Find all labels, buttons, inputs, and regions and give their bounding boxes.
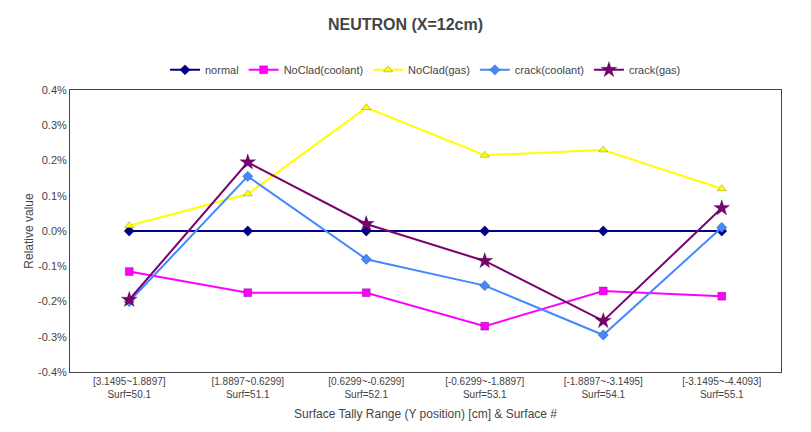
svg-text:[-1.8897~-3.1495]Surf=54.1: [-1.8897~-3.1495]Surf=54.1	[564, 376, 643, 400]
svg-text:-0.3%: -0.3%	[38, 331, 67, 343]
svg-text:Surface Tally Range (Y positio: Surface Tally Range (Y position) [cm] & …	[294, 407, 557, 421]
svg-text:[3.1495~1.8897]Surf=50.1: [3.1495~1.8897]Surf=50.1	[93, 376, 166, 400]
svg-text:Relative value: Relative value	[22, 193, 36, 269]
svg-text:[-3.1495~-4.4093]Surf=55.1: [-3.1495~-4.4093]Surf=55.1	[682, 376, 761, 400]
svg-text:[0.6299~-0.6299]Surf=52.1: [0.6299~-0.6299]Surf=52.1	[328, 376, 404, 400]
svg-text:0.2%: 0.2%	[42, 154, 67, 166]
svg-text:NoClad(coolant): NoClad(coolant)	[284, 64, 363, 76]
svg-text:0.1%: 0.1%	[42, 190, 67, 202]
svg-text:crack(coolant): crack(coolant)	[515, 64, 584, 76]
svg-text:crack(gas): crack(gas)	[629, 64, 680, 76]
svg-text:0.0%: 0.0%	[42, 225, 67, 237]
svg-text:-0.4%: -0.4%	[38, 366, 67, 378]
svg-text:-0.2%: -0.2%	[38, 295, 67, 307]
svg-text:0.4%: 0.4%	[42, 84, 67, 96]
svg-text:-0.1%: -0.1%	[38, 260, 67, 272]
svg-text:[-0.6299~-1.8897]Surf=53.1: [-0.6299~-1.8897]Surf=53.1	[445, 376, 524, 400]
svg-text:0.3%: 0.3%	[42, 119, 67, 131]
svg-text:NEUTRON (X=12cm): NEUTRON (X=12cm)	[328, 16, 483, 33]
svg-text:[1.8897~0.6299]Surf=51.1: [1.8897~0.6299]Surf=51.1	[211, 376, 284, 400]
svg-text:normal: normal	[205, 64, 239, 76]
svg-text:NoClad(gas): NoClad(gas)	[408, 64, 470, 76]
